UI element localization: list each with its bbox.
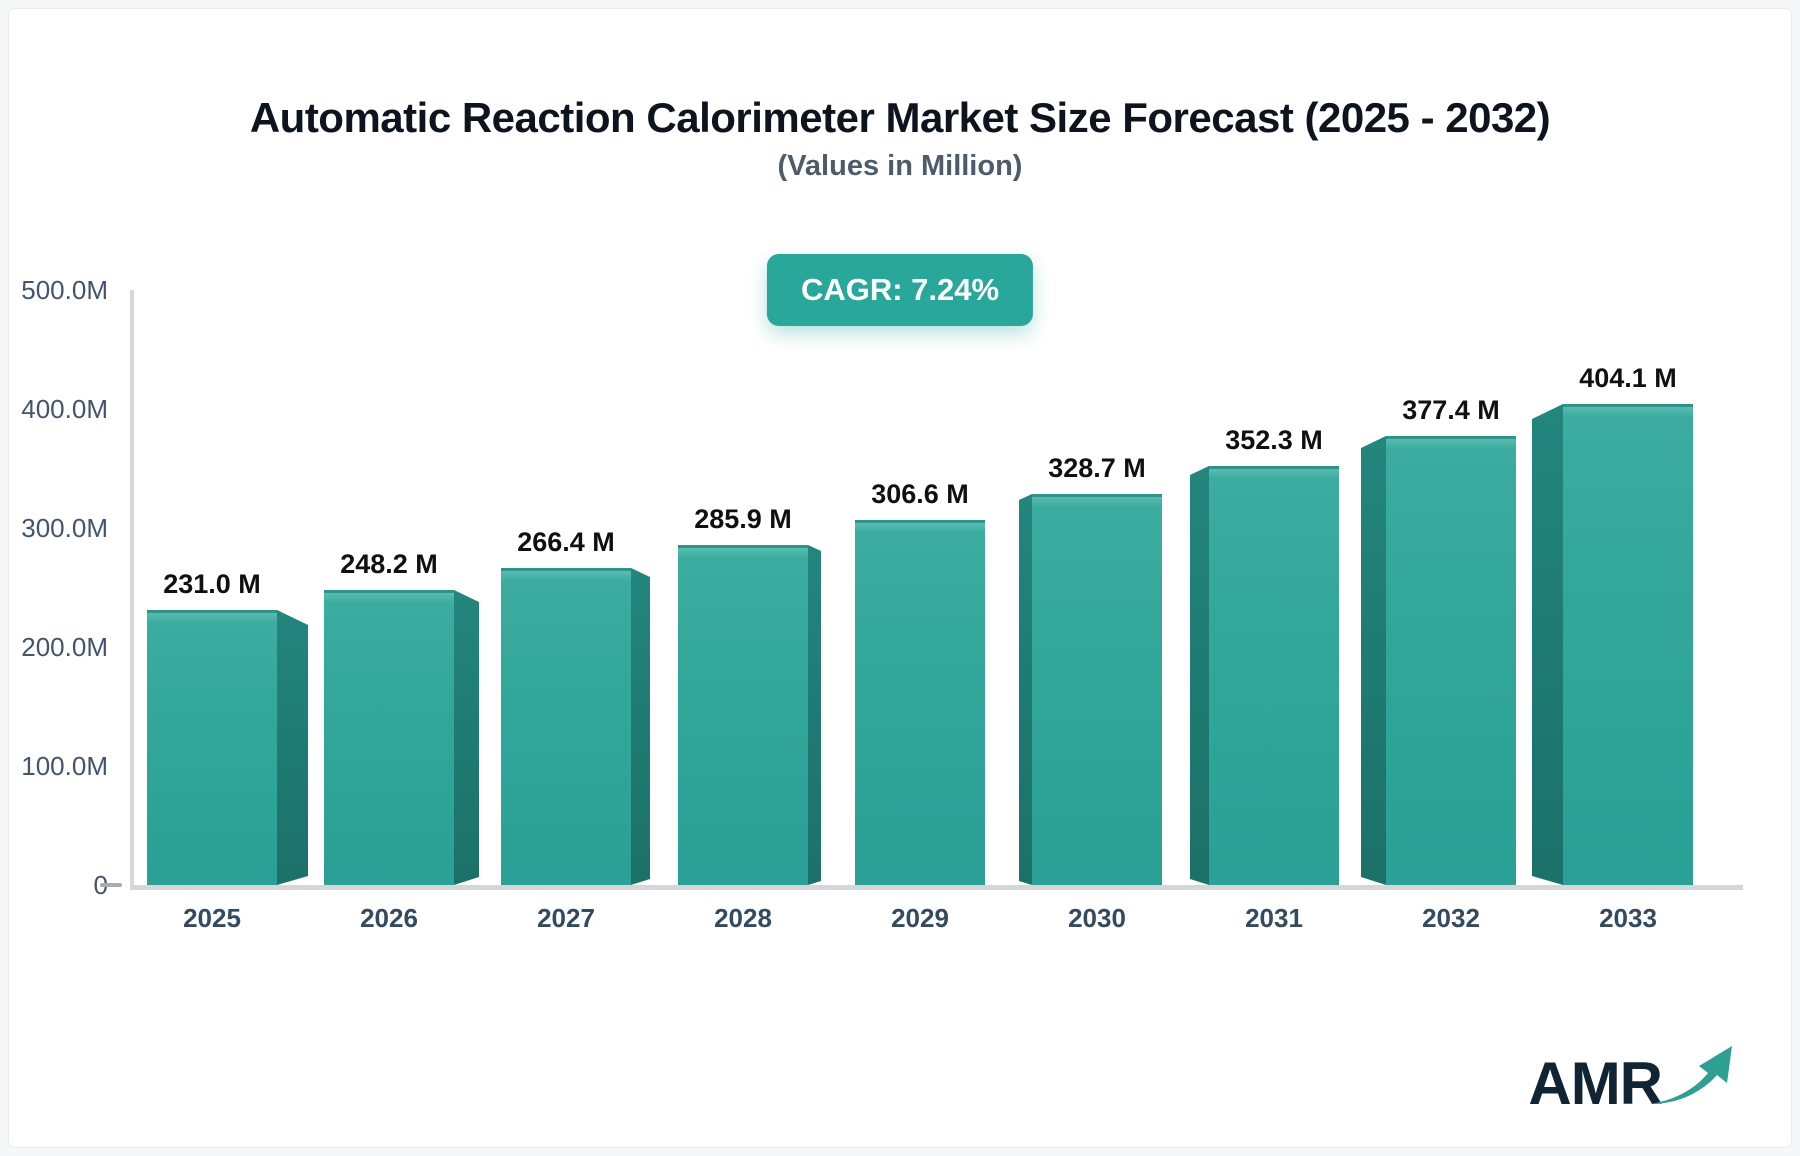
x-tick-label: 2025: [183, 903, 241, 933]
bar-face: [324, 590, 454, 885]
bar-face: [1563, 404, 1693, 885]
y-tick-label: 500.0M: [21, 275, 108, 305]
y-tick-label: 0: [8, 869, 108, 901]
y-axis: [130, 290, 134, 885]
amr-logo-text: AMR: [1528, 1050, 1663, 1117]
bar-side-face: [631, 568, 650, 885]
bar-side-face: [277, 610, 308, 885]
y-tick-label: 400.0M: [21, 394, 108, 424]
x-tick-label: 2031: [1245, 903, 1303, 933]
x-tick-label: 2027: [537, 903, 595, 933]
bar-value-label: 266.4 M: [517, 527, 615, 557]
bar-side-face: [808, 545, 821, 885]
bar-side-face: [1532, 404, 1563, 885]
y-tick-label: 200.0M: [21, 632, 108, 662]
bar-face: [147, 610, 277, 885]
bar-face: [1209, 466, 1339, 885]
bar-value-label: 328.7 M: [1048, 453, 1146, 483]
x-tick-label: 2033: [1599, 903, 1657, 933]
x-tick-label: 2028: [714, 903, 772, 933]
y-tick-label: 300.0M: [21, 513, 108, 543]
bar-value-label: 377.4 M: [1402, 395, 1500, 425]
bar-side-face: [1019, 494, 1032, 885]
bar-value-label: 306.6 M: [871, 479, 969, 509]
bar-side-face: [1361, 436, 1386, 885]
x-tick-label: 2030: [1068, 903, 1126, 933]
amr-logo: AMR: [1528, 1040, 1738, 1114]
chart-subtitle: (Values in Million): [777, 150, 1023, 182]
zero-tick-mark: [100, 883, 122, 887]
bar-face: [1032, 494, 1162, 885]
bar-face: [501, 568, 631, 885]
cagr-badge: CAGR: 7.24%: [766, 254, 1034, 326]
bar-value-label: 352.3 M: [1225, 425, 1323, 455]
chart-title: Automatic Reaction Calorimeter Market Si…: [249, 94, 1551, 141]
y-tick-label: 100.0M: [21, 751, 108, 781]
bar-side-face: [1190, 466, 1209, 885]
x-tick-label: 2026: [360, 903, 418, 933]
bar-side-face: [454, 590, 479, 885]
growth-arrow-icon: [1650, 1046, 1732, 1104]
x-axis: [130, 885, 1743, 890]
bar-face: [678, 545, 808, 885]
bar-face: [1386, 436, 1516, 885]
bar-face: [855, 520, 985, 885]
bar-value-label: 231.0 M: [163, 569, 261, 599]
bar-value-label: 248.2 M: [340, 549, 438, 579]
bar-value-label: 404.1 M: [1579, 363, 1677, 393]
x-tick-label: 2029: [891, 903, 949, 933]
bar-value-label: 285.9 M: [694, 504, 792, 534]
x-tick-label: 2032: [1422, 903, 1480, 933]
